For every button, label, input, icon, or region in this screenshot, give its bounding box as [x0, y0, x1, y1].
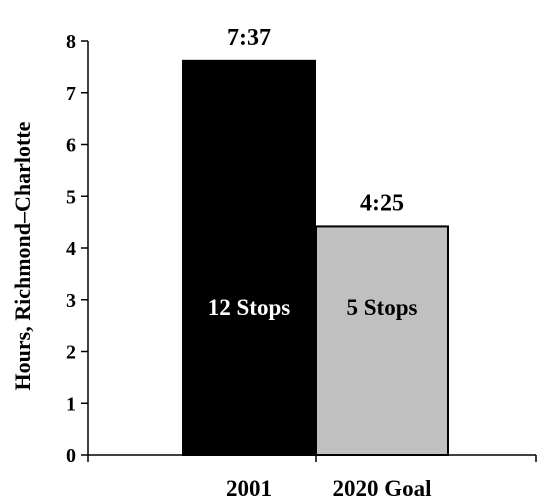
- bar: [182, 59, 316, 456]
- y-tick-label: 4: [66, 238, 76, 260]
- y-tick-label: 3: [66, 290, 76, 312]
- bar-value-label: 7:37: [227, 25, 271, 51]
- bar: [315, 225, 449, 456]
- y-tick-label: 7: [66, 83, 76, 105]
- y-tick-label: 5: [66, 186, 76, 208]
- x-category-label: 2001: [226, 476, 272, 501]
- y-tick-label: 8: [66, 31, 76, 53]
- labels: 7:37 12 Stops 2001 4:25 5 Stops 2020 Goal: [208, 25, 432, 501]
- y-axis-label: Hours, Richmond–Charlotte: [10, 121, 35, 390]
- y-tick-label: 6: [66, 135, 76, 157]
- bars: [182, 59, 449, 456]
- bar-inner-label: 5 Stops: [347, 295, 418, 320]
- x-category-label: 2020 Goal: [332, 476, 431, 501]
- y-tick-label: 0: [66, 445, 76, 467]
- y-tick-label: 1: [66, 393, 76, 415]
- y-tick-label: 2: [66, 342, 76, 364]
- axes: 0 1 2 3 4 5 6 7 8: [66, 31, 537, 467]
- bar-inner-label: 12 Stops: [208, 295, 290, 320]
- bar-value-label: 4:25: [360, 190, 404, 216]
